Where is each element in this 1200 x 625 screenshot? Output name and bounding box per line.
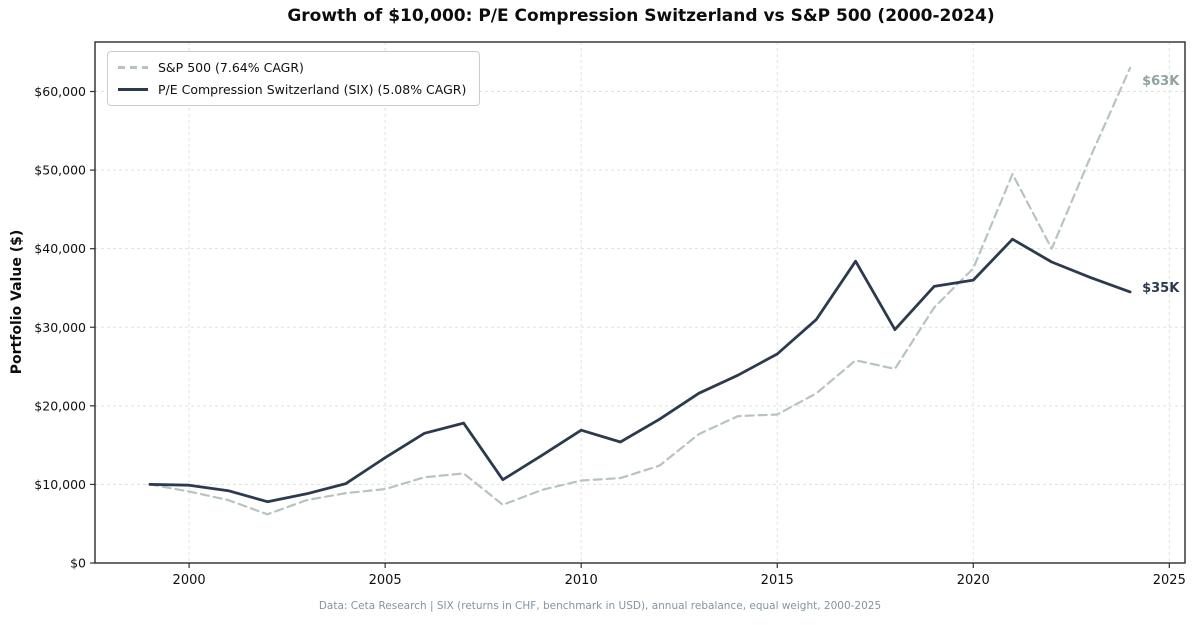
- y-tick-label: $0: [70, 556, 86, 571]
- plot-border: [94, 41, 1186, 564]
- series-line-sp500: [148, 66, 1132, 516]
- x-tick-label: 2020: [957, 573, 990, 588]
- series-line-six: [148, 237, 1132, 504]
- y-tick-label: $20,000: [34, 398, 86, 413]
- six-solid-line-sample: [118, 87, 148, 92]
- x-tick-label: 2005: [369, 573, 402, 588]
- legend-item-sp500: S&P 500 (7.64% CAGR): [118, 60, 466, 75]
- sp500-dashed-line-sample: [118, 66, 148, 69]
- data-source-caption: Data: Ceta Research | SIX (returns in CH…: [318, 600, 882, 612]
- legend-box: S&P 500 (7.64% CAGR) P/E Compression Swi…: [107, 51, 481, 106]
- y-tick-label: $50,000: [34, 163, 86, 178]
- x-tick-label: 2015: [761, 573, 794, 588]
- x-tick-label: 2010: [565, 573, 598, 588]
- y-tick-label: $40,000: [34, 241, 86, 256]
- chart-title: Growth of $10,000: P/E Compression Switz…: [287, 6, 995, 26]
- legend-item-six: P/E Compression Switzerland (SIX) (5.08%…: [118, 82, 466, 97]
- end-value-label: $35K: [1142, 281, 1180, 296]
- x-tick-label: 2025: [1153, 573, 1186, 588]
- y-tick-label: $60,000: [34, 84, 86, 99]
- legend-label-sp500: S&P 500 (7.64% CAGR): [158, 60, 304, 75]
- x-tick-label: 2000: [173, 573, 206, 588]
- y-tick-label: $30,000: [34, 320, 86, 335]
- y-tick-label: $10,000: [34, 477, 86, 492]
- legend-label-six: P/E Compression Switzerland (SIX) (5.08%…: [158, 82, 467, 97]
- end-value-label: $63K: [1142, 74, 1180, 89]
